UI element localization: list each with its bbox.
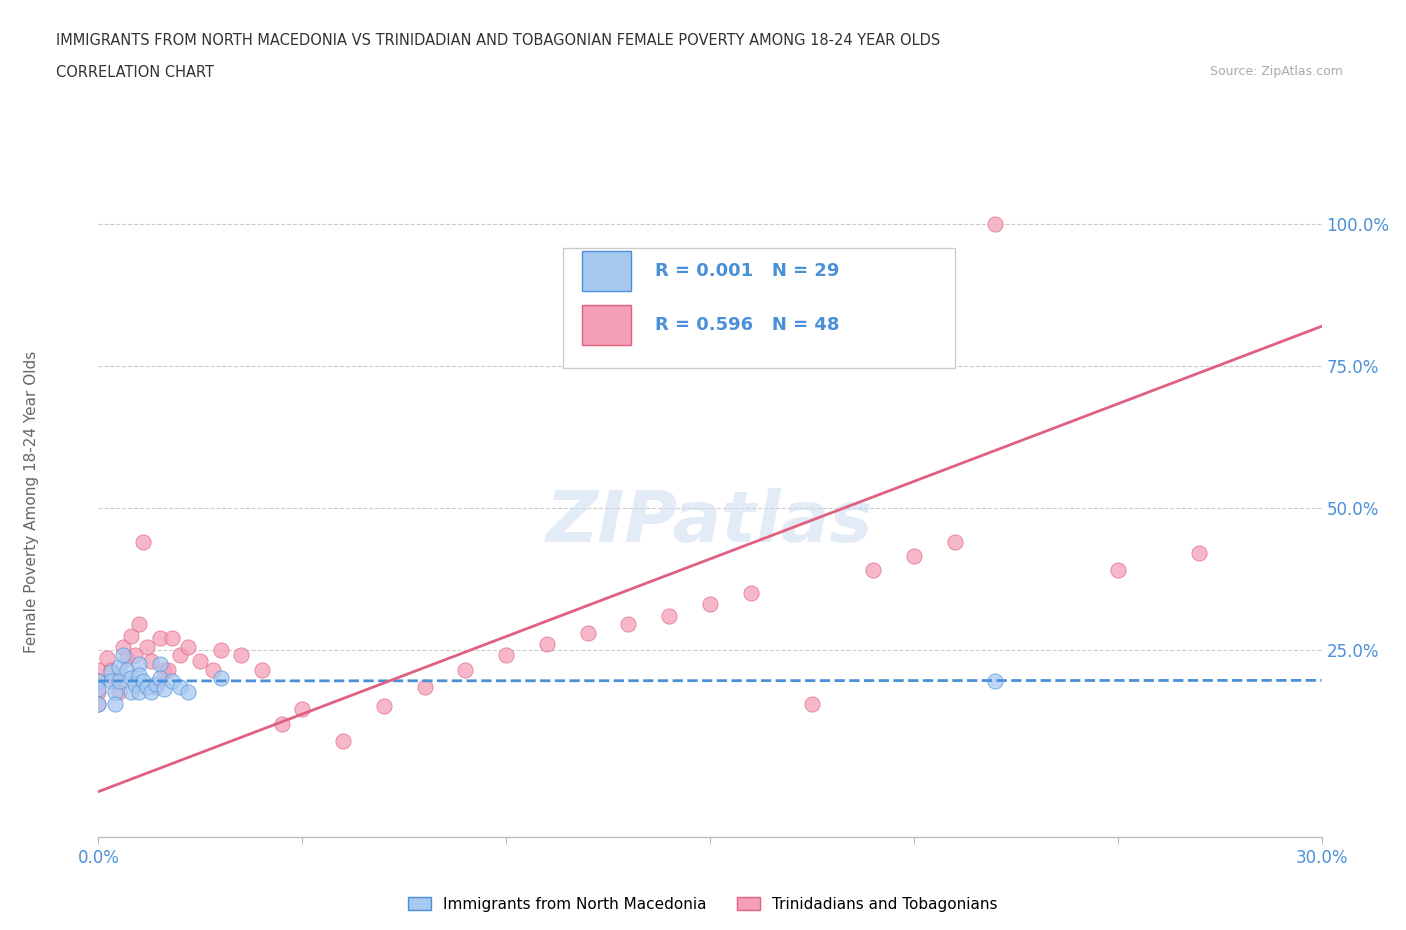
Point: [104, 673, 127, 688]
Point: [128, 657, 150, 671]
Point: [454, 662, 477, 677]
Point: [136, 679, 159, 694]
Point: [100, 662, 122, 677]
Point: [132, 535, 155, 550]
Point: [104, 697, 127, 711]
Point: [149, 631, 172, 645]
Point: [209, 671, 232, 685]
Text: CORRELATION CHART: CORRELATION CHART: [56, 65, 214, 80]
Point: [160, 631, 183, 645]
Point: [87, 673, 110, 688]
Point: [128, 668, 150, 683]
Point: [201, 662, 224, 677]
Text: IMMIGRANTS FROM NORTH MACEDONIA VS TRINIDADIAN AND TOBAGONIAN FEMALE POVERTY AMO: IMMIGRANTS FROM NORTH MACEDONIA VS TRINI…: [56, 33, 941, 47]
Point: [658, 608, 681, 623]
Point: [115, 651, 138, 666]
Point: [209, 643, 232, 658]
Text: ZIPatlas: ZIPatlas: [547, 488, 873, 557]
Point: [188, 654, 212, 669]
Point: [149, 671, 172, 685]
Point: [136, 640, 159, 655]
Point: [1188, 546, 1211, 561]
Point: [124, 648, 146, 663]
Point: [115, 662, 138, 677]
Point: [373, 699, 395, 714]
Point: [111, 648, 134, 663]
Point: [169, 648, 191, 663]
Point: [617, 617, 640, 631]
Point: [120, 628, 142, 643]
Point: [108, 684, 131, 699]
FancyBboxPatch shape: [582, 305, 630, 345]
Text: R = 0.001   N = 29: R = 0.001 N = 29: [655, 262, 839, 280]
Point: [332, 733, 354, 748]
Legend: Immigrants from North Macedonia, Trinidadians and Tobagonians: Immigrants from North Macedonia, Trinida…: [402, 890, 1004, 918]
Point: [132, 673, 155, 688]
Point: [177, 684, 200, 699]
Point: [87, 682, 110, 697]
Point: [108, 673, 131, 688]
Point: [87, 697, 110, 711]
Point: [231, 648, 253, 663]
Point: [128, 617, 150, 631]
Point: [291, 702, 314, 717]
Point: [87, 697, 110, 711]
Point: [87, 684, 110, 699]
Point: [145, 679, 167, 694]
Point: [124, 676, 146, 691]
Point: [495, 648, 517, 663]
Point: [984, 673, 1007, 688]
Point: [120, 671, 142, 685]
Point: [111, 640, 134, 655]
Point: [943, 535, 966, 550]
FancyBboxPatch shape: [564, 247, 955, 368]
Point: [984, 217, 1007, 232]
Point: [903, 549, 925, 564]
Point: [536, 637, 558, 652]
Point: [104, 684, 127, 699]
Text: R = 0.596   N = 48: R = 0.596 N = 48: [655, 316, 839, 334]
Point: [169, 679, 191, 694]
FancyBboxPatch shape: [582, 251, 630, 291]
Point: [108, 659, 131, 674]
Text: Source: ZipAtlas.com: Source: ZipAtlas.com: [1209, 65, 1343, 78]
Point: [740, 586, 762, 601]
Point: [149, 657, 172, 671]
Point: [152, 682, 174, 697]
Point: [141, 654, 163, 669]
Point: [177, 640, 200, 655]
Point: [801, 697, 824, 711]
Point: [699, 597, 721, 612]
Point: [862, 563, 884, 578]
Point: [141, 684, 163, 699]
Point: [160, 673, 183, 688]
Point: [156, 662, 179, 677]
Point: [128, 684, 150, 699]
Point: [152, 662, 174, 677]
Point: [145, 676, 167, 691]
Point: [413, 679, 436, 694]
Point: [576, 625, 599, 640]
Point: [87, 673, 110, 688]
Point: [100, 665, 122, 680]
Point: [270, 716, 294, 731]
Point: [87, 662, 110, 677]
Point: [120, 684, 142, 699]
Point: [1107, 563, 1129, 578]
Point: [100, 673, 122, 688]
Text: Female Poverty Among 18-24 Year Olds: Female Poverty Among 18-24 Year Olds: [24, 352, 38, 654]
Point: [250, 662, 273, 677]
Point: [96, 651, 118, 666]
